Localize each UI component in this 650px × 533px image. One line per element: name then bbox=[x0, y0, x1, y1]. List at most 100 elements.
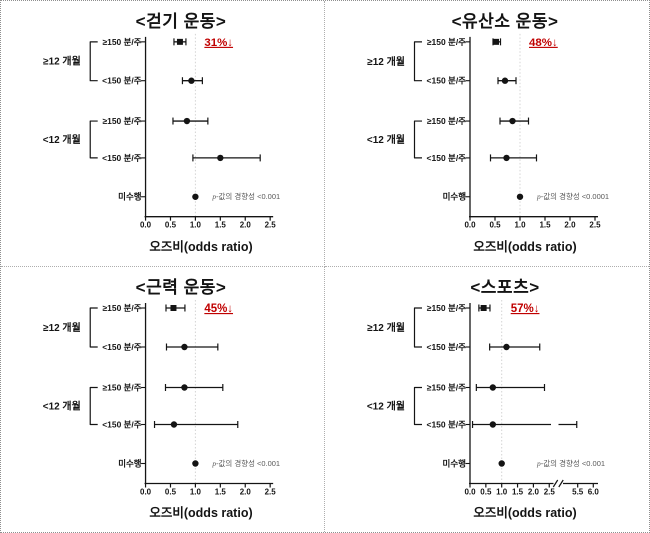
group-bracket bbox=[89, 120, 98, 159]
row-label: <150 분/주 bbox=[102, 76, 142, 86]
or-point-marker bbox=[192, 193, 199, 200]
group-label: ≥12 개월 bbox=[367, 321, 405, 334]
group-bracket bbox=[89, 41, 98, 82]
row-label-reference: 미수행 bbox=[443, 458, 467, 468]
x-axis-label-sports: 오즈비(odds ratio) bbox=[473, 505, 577, 520]
x-tick-label: 2.0 bbox=[240, 221, 252, 230]
or-point-marker bbox=[188, 77, 195, 84]
panel-aerobic-exercise: <유산소 운동> 0.0 0.5 1.0 1.5 2.0 2.5 ≥12 개월 ≥150 분/… bbox=[325, 1, 649, 267]
or-point-marker bbox=[503, 343, 510, 350]
x-tick-label: 0.0 bbox=[464, 487, 476, 496]
or-point-marker bbox=[498, 459, 505, 467]
row-label: ≥150 분/주 bbox=[102, 37, 141, 47]
panel-title-walking: <걷기 운동> bbox=[135, 12, 227, 31]
or-point-marker bbox=[501, 77, 509, 84]
x-tick-label: 1.5 bbox=[512, 487, 524, 496]
row-label: ≥150 분/주 bbox=[427, 382, 466, 392]
or-point-marker bbox=[503, 154, 510, 162]
x-tick-label: 2.5 bbox=[265, 487, 277, 496]
row-label: ≥150 분/주 bbox=[103, 302, 142, 312]
or-point-marker bbox=[489, 383, 497, 391]
group-bracket bbox=[413, 306, 422, 348]
or-point-marker bbox=[181, 343, 188, 350]
reduction-annotation: 31%↓ bbox=[204, 37, 233, 49]
group-bracket bbox=[89, 386, 98, 425]
x-tick-label: 0.5 bbox=[489, 221, 501, 230]
panel-title-sports: <스포츠> bbox=[470, 277, 540, 297]
x-tick-label: 0.5 bbox=[165, 221, 177, 230]
forest-plot-canvas-aerobic: 0.0 0.5 1.0 1.5 2.0 2.5 ≥12 개월 ≥150 분/주 <150 분/주… bbox=[367, 33, 609, 230]
row-label: ≥150 분/주 bbox=[102, 116, 141, 126]
p-trend-text: p-값의 경향성 <0.0001 bbox=[536, 191, 609, 201]
x-tick-label: 2.5 bbox=[589, 221, 601, 230]
row-label: <150 분/주 bbox=[426, 419, 466, 429]
x-tick-label: 2.5 bbox=[544, 487, 556, 496]
row-label: <150 분/주 bbox=[102, 341, 142, 351]
x-tick-label: 0.0 bbox=[464, 221, 476, 230]
panel-title-aerobic: <유산소 운동> bbox=[451, 12, 559, 31]
row-label-reference: 미수행 bbox=[118, 458, 142, 468]
x-tick-label: 0.0 bbox=[140, 221, 152, 230]
group-label: ≥12 개월 bbox=[43, 55, 81, 68]
x-tick-label: 6.0 bbox=[588, 487, 600, 496]
group-label: ≥12 개월 bbox=[43, 320, 81, 333]
forest-plot-canvas-strength: 0.0 0.5 1.0 1.5 2.0 2.5 ≥12 개월 ≥150 분/주 <150 분/주… bbox=[43, 299, 280, 496]
p-trend-text: p-값의 경향성 <0.001 bbox=[211, 191, 280, 201]
row-label: <150 분/주 bbox=[102, 419, 142, 429]
group-label: <12 개월 bbox=[43, 399, 81, 412]
forest-plot-canvas-walking: 0.0 0.5 1.0 1.5 2.0 2.5 ≥12 개월 ≥150 분/주 <150 분/주… bbox=[43, 33, 280, 230]
group-bracket bbox=[89, 306, 98, 348]
x-tick-label: 1.0 bbox=[190, 221, 202, 230]
x-tick-label: 1.0 bbox=[514, 221, 526, 230]
x-axis-label-strength: 오즈비(odds ratio) bbox=[149, 505, 253, 520]
or-point-marker bbox=[183, 117, 191, 125]
group-label: <12 개월 bbox=[367, 133, 405, 146]
or-point-marker bbox=[516, 193, 524, 200]
group-label: ≥12 개월 bbox=[367, 55, 405, 68]
reduction-annotation: 57%↓ bbox=[511, 303, 540, 315]
group-label: <12 개월 bbox=[43, 133, 81, 146]
x-axis-label-aerobic: 오즈비(odds ratio) bbox=[473, 240, 577, 254]
p-trend-text: p-값의 경향성 <0.001 bbox=[211, 457, 280, 467]
x-tick-label: 2.0 bbox=[564, 221, 576, 230]
reduction-annotation: 48%↓ bbox=[529, 37, 558, 49]
row-label: ≥150 분/주 bbox=[103, 382, 142, 392]
row-label: <150 분/주 bbox=[427, 76, 467, 86]
x-tick-label: 0.5 bbox=[165, 487, 177, 496]
row-label: <150 분/주 bbox=[102, 153, 142, 163]
row-label: <150 분/주 bbox=[427, 153, 467, 163]
x-tick-label: 0.0 bbox=[140, 487, 152, 496]
x-tick-label: 1.0 bbox=[496, 487, 508, 496]
x-tick-label: 2.0 bbox=[240, 487, 252, 496]
x-tick-label: 0.5 bbox=[480, 487, 492, 496]
or-point-marker bbox=[181, 383, 188, 391]
or-point-marker bbox=[217, 154, 224, 162]
row-label: ≥150 분/주 bbox=[427, 37, 466, 47]
panel-walking-exercise: <걷기 운동> 0.0 0.5 1.0 1.5 2.0 2.5 ≥12 개월 ≥150 분/주… bbox=[1, 1, 325, 267]
panel-strength-exercise: <근력 운동> 0.0 0.5 1.0 1.5 2.0 2.5 ≥12 개월 ≥150 분/주… bbox=[1, 266, 325, 532]
or-point-marker bbox=[170, 420, 178, 428]
group-label: <12 개월 bbox=[367, 399, 405, 412]
or-point-marker bbox=[170, 304, 177, 311]
reduction-annotation: 45%↓ bbox=[204, 302, 233, 314]
p-trend-text: p-값의 경향성 <0.001 bbox=[536, 458, 605, 468]
x-axis-label-walking: 오즈비(odds ratio) bbox=[149, 240, 253, 254]
or-point-marker bbox=[509, 117, 516, 125]
x-tick-label: 1.5 bbox=[215, 221, 227, 230]
x-tick-label: 2.5 bbox=[265, 221, 277, 230]
or-point-marker bbox=[176, 38, 183, 45]
forest-plot-canvas-sports: 0.0 0.5 1.0 1.5 2.0 2.5 5.5 6.0 ≥12 개월 ≥150 분/주 <1… bbox=[367, 299, 605, 496]
axis-break-mark bbox=[558, 479, 564, 487]
row-label-reference: 미수행 bbox=[118, 192, 142, 202]
group-bracket bbox=[413, 386, 422, 425]
x-tick-label: 5.5 bbox=[572, 487, 584, 496]
row-label-reference: 미수행 bbox=[443, 192, 467, 202]
x-tick-label: 1.5 bbox=[539, 221, 551, 230]
x-tick-label: 1.5 bbox=[215, 487, 227, 496]
group-bracket bbox=[413, 41, 422, 82]
or-point-marker bbox=[489, 420, 497, 428]
x-tick-label: 1.0 bbox=[190, 487, 202, 496]
row-label: ≥150 분/주 bbox=[427, 116, 466, 126]
or-point-marker bbox=[493, 38, 499, 45]
